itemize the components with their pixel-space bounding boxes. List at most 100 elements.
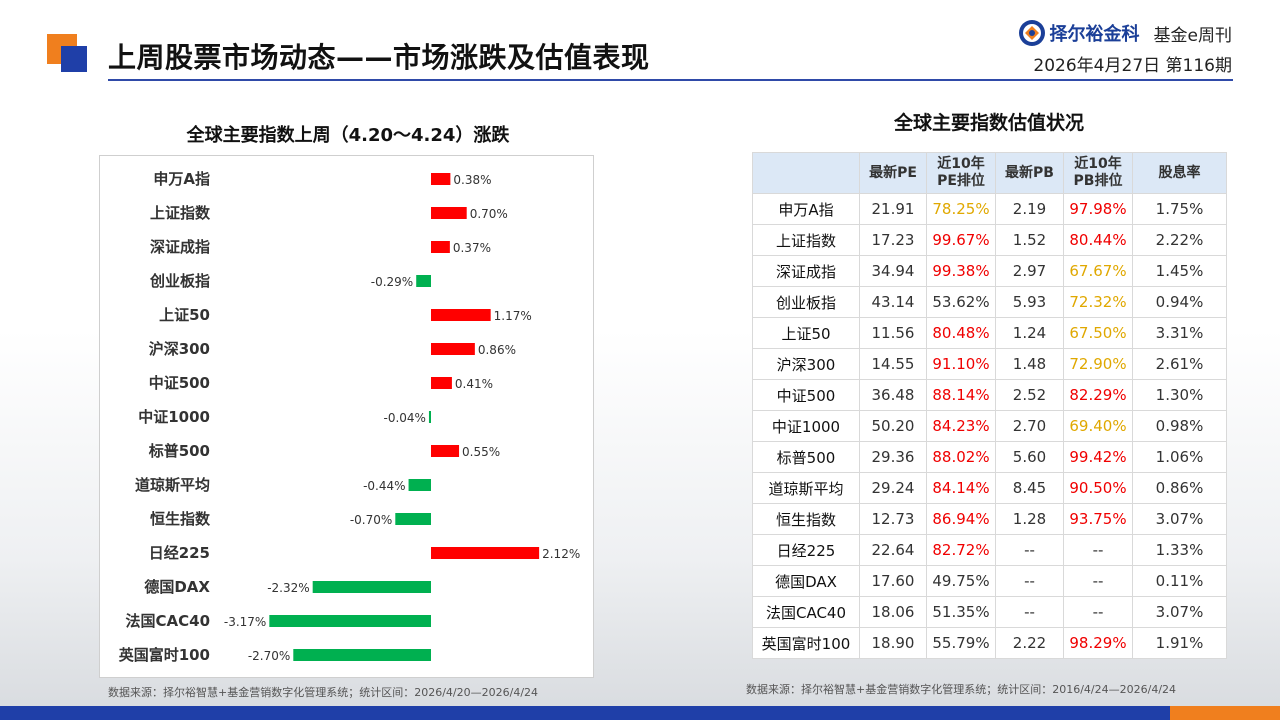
title-divider bbox=[108, 79, 1233, 81]
column-header: 最新PB bbox=[995, 152, 1064, 194]
valuation-table-header: 最新PE 近10年 PE排位 最新PB 近10年 PB排位 股息率 bbox=[752, 152, 1227, 194]
column-header: 近10年 PB排位 bbox=[1063, 152, 1133, 194]
data-label: 0.38% bbox=[453, 173, 491, 187]
bar bbox=[431, 207, 467, 219]
cell-pb: -- bbox=[995, 565, 1064, 597]
cell-pb-rank: 69.40% bbox=[1063, 410, 1133, 442]
cell-pb-rank: -- bbox=[1063, 596, 1133, 628]
table-row: 上证指数 17.23 99.67% 1.52 80.44% 2.22% bbox=[752, 224, 1227, 256]
bar bbox=[395, 513, 431, 525]
cell-pe: 21.91 bbox=[859, 193, 927, 225]
cell-dy: 2.22% bbox=[1132, 224, 1227, 256]
data-label: 0.37% bbox=[453, 241, 491, 255]
category-label: 标普500 bbox=[148, 442, 210, 460]
cell-name: 标普500 bbox=[752, 441, 860, 473]
cell-pe: 50.20 bbox=[859, 410, 927, 442]
cell-pb: 1.28 bbox=[995, 503, 1064, 535]
bar bbox=[431, 377, 452, 389]
data-label: 1.17% bbox=[494, 309, 532, 323]
cell-pe-rank: 99.67% bbox=[926, 224, 996, 256]
category-label: 沪深300 bbox=[149, 340, 210, 358]
cell-dy: 1.06% bbox=[1132, 441, 1227, 473]
table-row: 中证1000 50.20 84.23% 2.70 69.40% 0.98% bbox=[752, 410, 1227, 442]
category-label: 申万A指 bbox=[153, 170, 210, 188]
cell-pb: 2.70 bbox=[995, 410, 1064, 442]
category-label: 德国DAX bbox=[144, 578, 210, 596]
cell-pe-rank: 88.02% bbox=[926, 441, 996, 473]
cell-pe: 18.90 bbox=[859, 627, 927, 659]
valuation-table: 最新PE 近10年 PE排位 最新PB 近10年 PB排位 股息率 申万A指 21.91 7… bbox=[752, 152, 1227, 659]
table-row: 深证成指 34.94 99.38% 2.97 67.67% 1.45% bbox=[752, 255, 1227, 287]
cell-pb-rank: 97.98% bbox=[1063, 193, 1133, 225]
bar bbox=[431, 173, 451, 185]
cell-dy: 3.31% bbox=[1132, 317, 1227, 349]
cell-pb-rank: 98.29% bbox=[1063, 627, 1133, 659]
category-label: 中证1000 bbox=[138, 408, 210, 426]
cell-pe: 34.94 bbox=[859, 255, 927, 287]
category-label: 法国CAC40 bbox=[126, 612, 211, 630]
cell-name: 道琼斯平均 bbox=[752, 472, 860, 504]
cell-pe: 18.06 bbox=[859, 596, 927, 628]
left-source-note: 数据来源：择尔裕智慧+基金营销数字化管理系统；统计区间：2026/4/20—20… bbox=[108, 686, 539, 699]
cell-pe-rank: 91.10% bbox=[926, 348, 996, 380]
cell-pe-rank: 53.62% bbox=[926, 286, 996, 318]
cell-dy: 3.07% bbox=[1132, 503, 1227, 535]
cell-name: 沪深300 bbox=[752, 348, 860, 380]
cell-pb: 2.97 bbox=[995, 255, 1064, 287]
bar bbox=[293, 649, 431, 661]
table-row: 德国DAX 17.60 49.75% -- -- 0.11% bbox=[752, 565, 1227, 597]
cell-pe: 17.60 bbox=[859, 565, 927, 597]
category-label: 恒生指数 bbox=[150, 510, 211, 528]
category-label: 英国富时100 bbox=[119, 646, 210, 664]
cell-name: 上证指数 bbox=[752, 224, 860, 256]
cell-dy: 0.86% bbox=[1132, 472, 1227, 504]
cell-pb: 1.24 bbox=[995, 317, 1064, 349]
cell-pe: 22.64 bbox=[859, 534, 927, 566]
right-source-note: 数据来源：择尔裕智慧+基金营销数字化管理系统；统计区间：2016/4/24—20… bbox=[746, 683, 1177, 696]
data-label: 0.55% bbox=[462, 445, 500, 459]
data-label: -0.70% bbox=[350, 513, 392, 527]
table-row: 创业板指 43.14 53.62% 5.93 72.32% 0.94% bbox=[752, 286, 1227, 318]
data-label: -2.32% bbox=[267, 581, 309, 595]
category-label: 上证50 bbox=[159, 306, 210, 324]
cell-dy: 1.30% bbox=[1132, 379, 1227, 411]
cell-pb: 8.45 bbox=[995, 472, 1064, 504]
category-label: 深证成指 bbox=[150, 238, 210, 256]
category-label: 上证指数 bbox=[150, 204, 211, 222]
table-row: 恒生指数 12.73 86.94% 1.28 93.75% 3.07% bbox=[752, 503, 1227, 535]
cell-pb-rank: 82.29% bbox=[1063, 379, 1133, 411]
column-header: 近10年 PE排位 bbox=[926, 152, 996, 194]
data-label: 0.41% bbox=[455, 377, 493, 391]
cell-pe-rank: 55.79% bbox=[926, 627, 996, 659]
table-row: 道琼斯平均 29.24 84.14% 8.45 90.50% 0.86% bbox=[752, 472, 1227, 504]
index-change-chart: 申万A指 0.38% 上证指数 0.70% 深证成指 0.37% 创业板指 -0.29% 上证5… bbox=[99, 155, 594, 678]
brand-name: 择尔裕金科 bbox=[1049, 24, 1140, 45]
data-label: -0.29% bbox=[371, 275, 413, 289]
data-label: 0.70% bbox=[470, 207, 508, 221]
cell-pe: 11.56 bbox=[859, 317, 927, 349]
right-table-title: 全球主要指数估值状况 bbox=[893, 112, 1084, 134]
bar bbox=[431, 343, 475, 355]
cell-pb-rank: 80.44% bbox=[1063, 224, 1133, 256]
cell-pe-rank: 86.94% bbox=[926, 503, 996, 535]
cell-pb-rank: 93.75% bbox=[1063, 503, 1133, 535]
cell-pb-rank: -- bbox=[1063, 534, 1133, 566]
table-row: 上证50 11.56 80.48% 1.24 67.50% 3.31% bbox=[752, 317, 1227, 349]
bar bbox=[269, 615, 431, 627]
cell-pe: 17.23 bbox=[859, 224, 927, 256]
issue-date: 2026年4月27日 第116期 bbox=[1033, 56, 1232, 76]
data-label: 0.86% bbox=[478, 343, 516, 357]
bar bbox=[416, 275, 431, 287]
cell-pe: 29.24 bbox=[859, 472, 927, 504]
table-row: 申万A指 21.91 78.25% 2.19 97.98% 1.75% bbox=[752, 193, 1227, 225]
data-label: -3.17% bbox=[224, 615, 266, 629]
page-title: 上周股票市场动态——市场涨跌及估值表现 bbox=[108, 41, 650, 74]
issue-label: 基金e周刊 bbox=[1153, 25, 1232, 46]
data-label: -2.70% bbox=[248, 649, 290, 663]
cell-name: 日经225 bbox=[752, 534, 860, 566]
table-row: 沪深300 14.55 91.10% 1.48 72.90% 2.61% bbox=[752, 348, 1227, 380]
table-row: 法国CAC40 18.06 51.35% -- -- 3.07% bbox=[752, 596, 1227, 628]
data-label: 2.12% bbox=[542, 547, 580, 561]
cell-dy: 1.45% bbox=[1132, 255, 1227, 287]
footer-bar bbox=[0, 706, 1170, 720]
